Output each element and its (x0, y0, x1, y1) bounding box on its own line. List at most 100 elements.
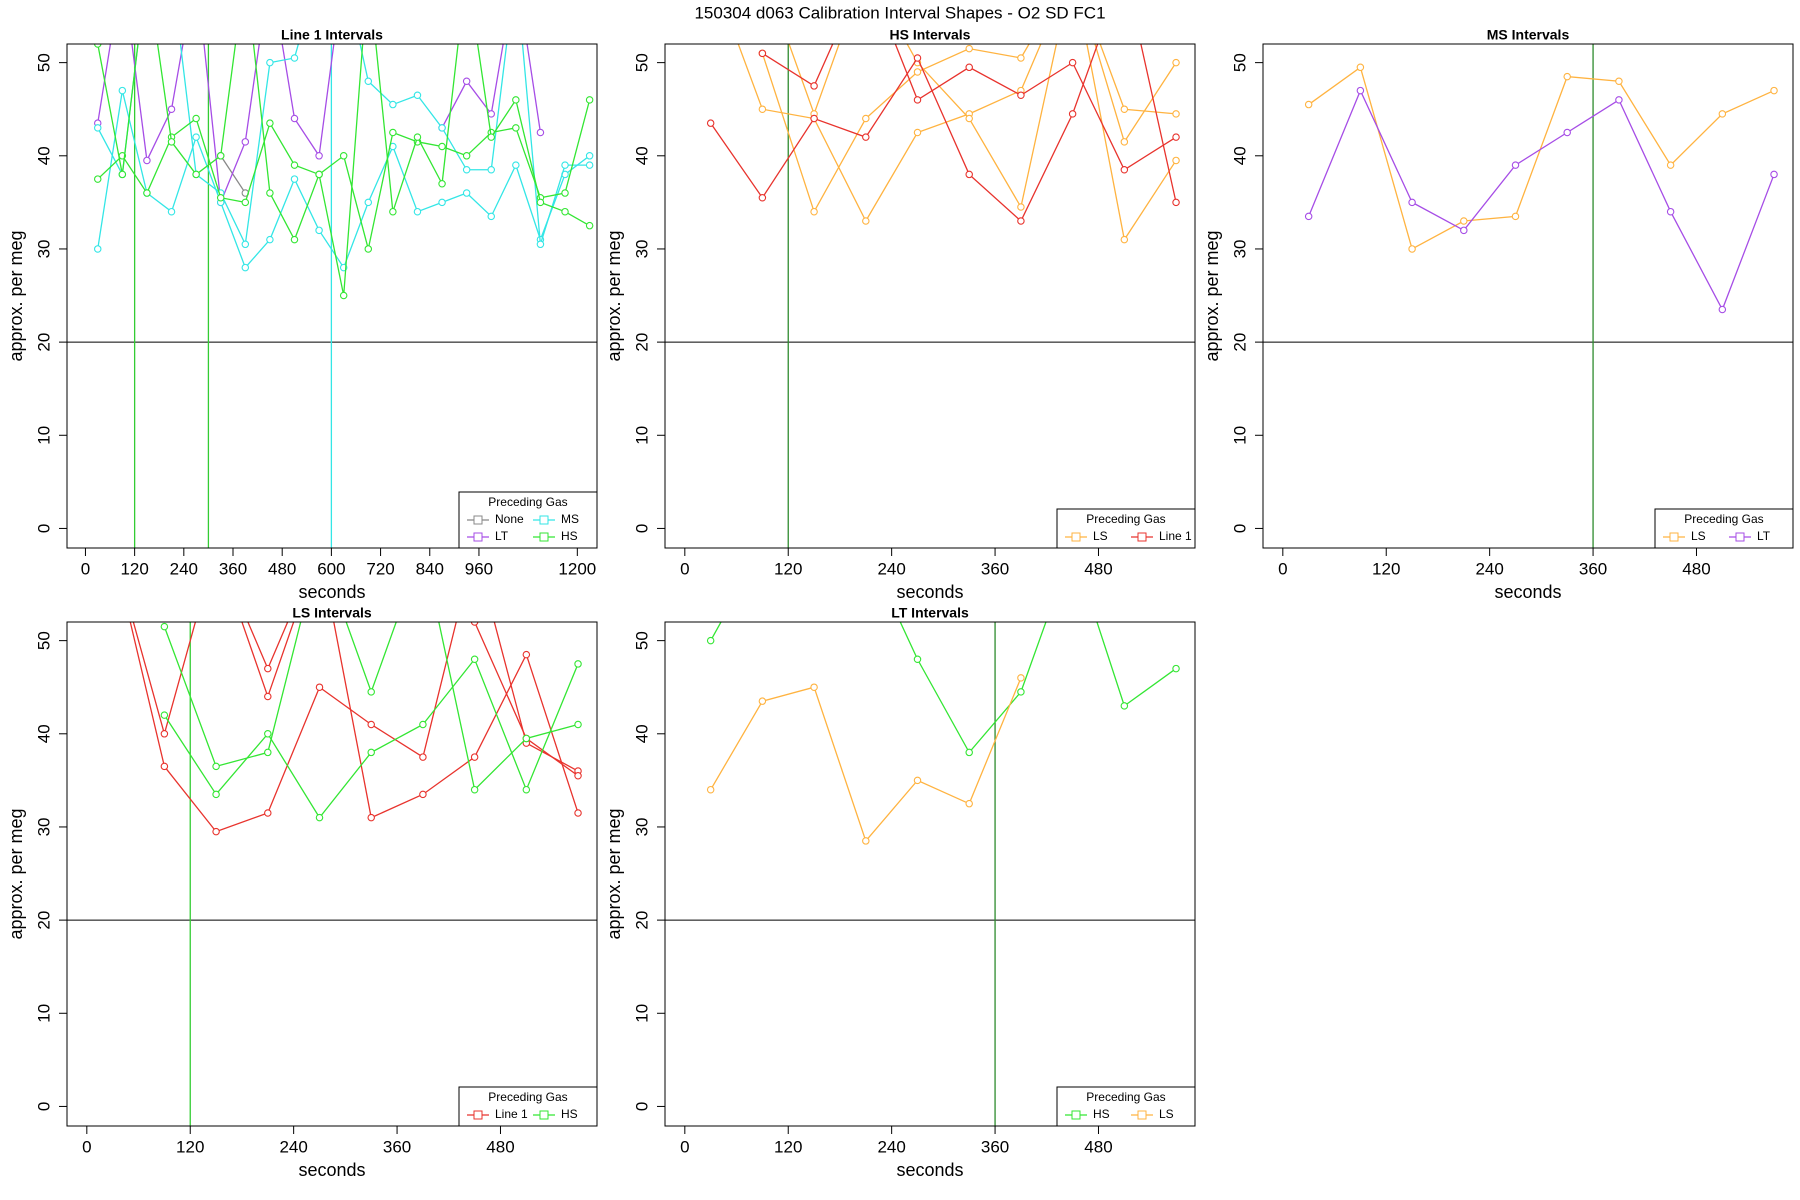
series-line (710, 677, 1022, 843)
data-point (862, 837, 870, 845)
legend-marker (539, 532, 549, 542)
data-point (1172, 133, 1180, 141)
data-point (1770, 86, 1778, 95)
data-point (109, 544, 115, 550)
legend-marker (1137, 532, 1147, 542)
data-point (290, 161, 299, 169)
y-tick-label: 20 (632, 333, 651, 352)
data-point (487, 110, 495, 118)
data-point (1120, 138, 1129, 146)
data-point (316, 544, 322, 550)
data-point (585, 152, 594, 160)
y-tick-label: 10 (34, 426, 53, 445)
x-tick-label: 360 (1579, 559, 1607, 578)
x-tick-label: 360 (981, 559, 1009, 578)
legend: Preceding Gas LS LT (1654, 508, 1794, 549)
x-tick-label: 240 (877, 1137, 905, 1156)
panel-title: MS Intervals (1487, 27, 1570, 43)
data-point (290, 114, 299, 123)
data-point (965, 170, 973, 179)
data-point (339, 152, 348, 160)
data-point (438, 142, 446, 151)
data-point (1304, 212, 1313, 221)
data-point (266, 189, 274, 197)
legend: Preceding Gas None LT MS HS (458, 491, 598, 549)
x-tick-label: 0 (81, 559, 90, 578)
data-point (462, 152, 471, 160)
data-point (706, 119, 715, 127)
legend-title: Preceding Gas (1086, 1090, 1165, 1104)
data-point (1068, 58, 1077, 67)
plot-area (665, 44, 1195, 548)
y-tick-label: 0 (632, 524, 651, 533)
series-line (163, 657, 579, 819)
data-point (863, 544, 869, 550)
data-point (1615, 77, 1623, 86)
series-line (129, 622, 579, 833)
data-point (109, 544, 115, 550)
y-tick-label: 20 (1230, 333, 1249, 352)
x-tick-label: 360 (981, 1137, 1009, 1156)
legend-box (1056, 1086, 1196, 1127)
data-point (241, 198, 250, 207)
x-tick-label: 600 (317, 559, 345, 578)
data-point (241, 263, 250, 272)
data-point (1666, 161, 1675, 169)
data-point (143, 189, 151, 197)
series-line (1308, 88, 1775, 312)
data-point (913, 655, 922, 664)
plot-frame (664, 43, 1196, 549)
data-point (862, 133, 870, 141)
data-point (536, 198, 545, 207)
y-axis-label: approx. per meg (6, 230, 26, 361)
data-point (266, 235, 274, 244)
x-tick-label: 360 (383, 1137, 411, 1156)
data-point (413, 91, 422, 99)
data-point (93, 175, 102, 183)
plot-area (1263, 44, 1793, 548)
legend-label: LT (1757, 529, 1771, 543)
data-point (758, 105, 767, 113)
x-axis-label: seconds (896, 582, 963, 602)
x-tick-label: 480 (1084, 1137, 1112, 1156)
legend-label: Line 1 (1159, 529, 1192, 543)
data-point (585, 221, 594, 230)
data-point (1017, 688, 1025, 696)
y-tick-label: 20 (632, 911, 651, 930)
x-tick-label: 0 (82, 1137, 91, 1156)
data-point (862, 114, 870, 123)
legend-marker (473, 1110, 483, 1120)
data-point (522, 650, 531, 659)
y-tick-label: 40 (1230, 146, 1249, 165)
data-point (462, 77, 471, 86)
legend: Preceding Gas HS LS (1056, 1086, 1196, 1127)
y-tick-label: 10 (632, 426, 651, 445)
data-point (1120, 235, 1129, 244)
y-tick-label: 0 (34, 524, 53, 533)
data-point (1511, 161, 1520, 169)
legend-marker (1071, 532, 1081, 542)
data-point (1563, 128, 1571, 137)
legend-label: None (495, 512, 524, 526)
x-tick-label: 240 (279, 1137, 307, 1156)
legend-label: MS (561, 512, 579, 526)
data-point (419, 720, 427, 729)
data-point (913, 96, 922, 104)
y-tick-label: 30 (632, 817, 651, 836)
data-point (574, 771, 582, 780)
legend-marker (1071, 1110, 1081, 1120)
data-point (512, 124, 520, 132)
data-point (1304, 100, 1313, 109)
data-point (1172, 110, 1180, 118)
x-axis-label: seconds (298, 582, 365, 602)
series-line (710, 622, 1177, 754)
data-point (522, 734, 531, 743)
data-point (241, 138, 250, 146)
x-tick-label: 1200 (558, 559, 596, 578)
series-line (710, 44, 1177, 223)
data-point (143, 156, 151, 165)
data-point (413, 207, 422, 216)
data-point (965, 748, 973, 757)
panel-title: HS Intervals (890, 27, 971, 43)
